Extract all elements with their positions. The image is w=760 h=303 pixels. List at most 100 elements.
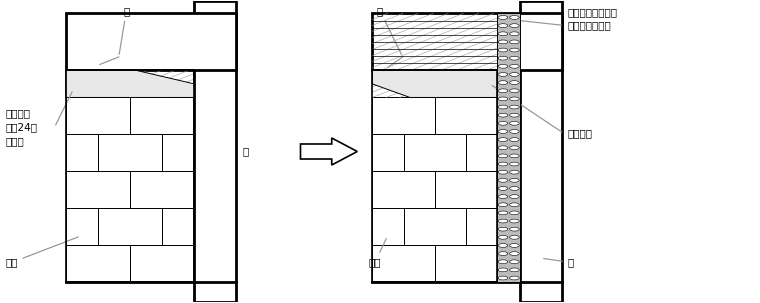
Circle shape bbox=[499, 227, 508, 231]
Circle shape bbox=[499, 260, 508, 264]
Circle shape bbox=[499, 65, 508, 68]
Circle shape bbox=[499, 32, 508, 36]
Text: 梁: 梁 bbox=[119, 6, 129, 54]
Circle shape bbox=[499, 252, 508, 255]
Text: 砌体: 砌体 bbox=[5, 237, 78, 268]
Bar bbox=[98, 208, 163, 245]
FancyBboxPatch shape bbox=[66, 171, 130, 208]
Circle shape bbox=[499, 268, 508, 272]
FancyBboxPatch shape bbox=[435, 245, 497, 282]
Circle shape bbox=[499, 244, 508, 247]
Circle shape bbox=[499, 170, 508, 174]
FancyBboxPatch shape bbox=[372, 245, 435, 282]
Bar bbox=[372, 135, 404, 171]
Circle shape bbox=[510, 65, 519, 68]
FancyBboxPatch shape bbox=[435, 98, 497, 135]
Text: 砌筑完后
停置24小
时以上: 砌筑完后 停置24小 时以上 bbox=[5, 108, 37, 146]
Circle shape bbox=[499, 56, 508, 60]
Circle shape bbox=[510, 73, 519, 76]
Circle shape bbox=[499, 89, 508, 93]
Polygon shape bbox=[66, 70, 195, 98]
Circle shape bbox=[510, 162, 519, 166]
Circle shape bbox=[510, 146, 519, 150]
Circle shape bbox=[499, 276, 508, 280]
Circle shape bbox=[510, 56, 519, 60]
Circle shape bbox=[499, 178, 508, 182]
Text: 柱: 柱 bbox=[242, 146, 249, 157]
Circle shape bbox=[510, 40, 519, 44]
Circle shape bbox=[510, 138, 519, 142]
Circle shape bbox=[499, 105, 508, 109]
Text: 斜砌顶紧: 斜砌顶紧 bbox=[568, 128, 593, 138]
Circle shape bbox=[510, 130, 519, 133]
Circle shape bbox=[499, 81, 508, 85]
Text: 砌体与钢筋混凝土
交接面铺钢丝网: 砌体与钢筋混凝土 交接面铺钢丝网 bbox=[568, 7, 618, 31]
Bar bbox=[66, 70, 195, 282]
Circle shape bbox=[499, 24, 508, 28]
Circle shape bbox=[510, 203, 519, 207]
Bar bbox=[497, 13, 520, 282]
FancyBboxPatch shape bbox=[372, 171, 435, 208]
Bar bbox=[466, 135, 497, 171]
Bar bbox=[195, 2, 236, 301]
Circle shape bbox=[510, 195, 519, 198]
FancyBboxPatch shape bbox=[372, 98, 435, 135]
Circle shape bbox=[499, 162, 508, 166]
Circle shape bbox=[499, 138, 508, 142]
Circle shape bbox=[499, 15, 508, 19]
Circle shape bbox=[510, 24, 519, 28]
Circle shape bbox=[499, 211, 508, 215]
Bar bbox=[404, 208, 466, 245]
FancyBboxPatch shape bbox=[130, 98, 195, 135]
FancyBboxPatch shape bbox=[66, 98, 130, 135]
Circle shape bbox=[499, 203, 508, 207]
Circle shape bbox=[510, 276, 519, 280]
Circle shape bbox=[510, 81, 519, 85]
Circle shape bbox=[499, 97, 508, 101]
Circle shape bbox=[510, 252, 519, 255]
Circle shape bbox=[499, 146, 508, 150]
Circle shape bbox=[510, 211, 519, 215]
Circle shape bbox=[499, 195, 508, 198]
Circle shape bbox=[499, 219, 508, 223]
Circle shape bbox=[499, 113, 508, 117]
Circle shape bbox=[499, 40, 508, 44]
Bar bbox=[372, 13, 562, 70]
Bar bbox=[466, 208, 497, 245]
FancyBboxPatch shape bbox=[66, 245, 130, 282]
Polygon shape bbox=[372, 70, 497, 98]
Circle shape bbox=[510, 187, 519, 190]
Circle shape bbox=[499, 122, 508, 125]
Bar bbox=[404, 135, 466, 171]
Circle shape bbox=[510, 113, 519, 117]
Circle shape bbox=[510, 235, 519, 239]
Circle shape bbox=[510, 97, 519, 101]
Circle shape bbox=[510, 268, 519, 272]
Bar bbox=[520, 2, 562, 301]
Polygon shape bbox=[300, 138, 357, 165]
Circle shape bbox=[499, 235, 508, 239]
Bar bbox=[372, 208, 404, 245]
Text: 梁: 梁 bbox=[377, 6, 401, 55]
FancyBboxPatch shape bbox=[130, 171, 195, 208]
Bar bbox=[66, 208, 98, 245]
Bar bbox=[66, 13, 236, 70]
Text: 砌体: 砌体 bbox=[369, 238, 386, 268]
Circle shape bbox=[499, 130, 508, 133]
Circle shape bbox=[510, 154, 519, 158]
Bar bbox=[163, 208, 195, 245]
Circle shape bbox=[510, 178, 519, 182]
Circle shape bbox=[499, 154, 508, 158]
Circle shape bbox=[510, 32, 519, 36]
Circle shape bbox=[510, 244, 519, 247]
Circle shape bbox=[510, 105, 519, 109]
Circle shape bbox=[499, 187, 508, 190]
Circle shape bbox=[510, 48, 519, 52]
Circle shape bbox=[510, 170, 519, 174]
Bar bbox=[372, 70, 497, 282]
Bar bbox=[66, 135, 98, 171]
Circle shape bbox=[510, 122, 519, 125]
FancyBboxPatch shape bbox=[130, 245, 195, 282]
Bar bbox=[163, 135, 195, 171]
Circle shape bbox=[510, 219, 519, 223]
